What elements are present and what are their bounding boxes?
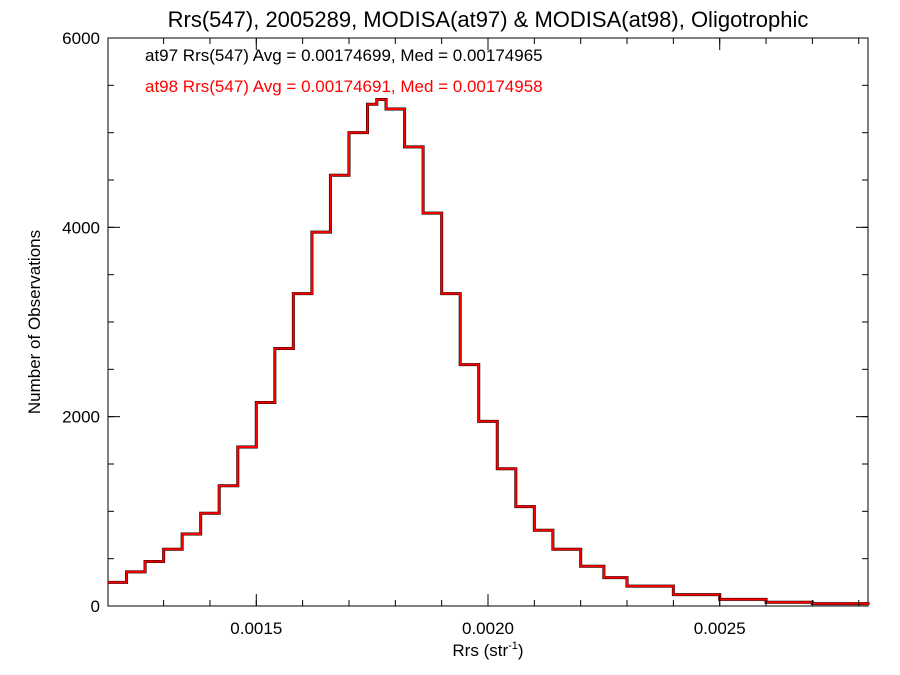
x-tick-label: 0.0015 [230, 619, 282, 638]
x-axis-label: Rrs (str-1) [452, 640, 523, 660]
y-axis: 0 2000 4000 6000 [62, 29, 868, 616]
y-tick-label: 0 [91, 597, 100, 616]
x-axis-label-main: Rrs (str [452, 641, 508, 660]
x-axis-label-superscript: -1 [508, 640, 518, 652]
y-tick-label: 2000 [62, 408, 100, 427]
series-layer [108, 98, 870, 606]
y-tick-label: 4000 [62, 218, 100, 237]
y-axis-label: Number of Observations [25, 230, 44, 414]
x-axis: 0.0015 0.0020 0.0025 [163, 38, 860, 638]
x-axis-label-close: ) [518, 641, 524, 660]
series-line-at98 [108, 98, 869, 606]
x-tick-label: 0.0025 [694, 619, 746, 638]
legend-entry-at98: at98 Rrs(547) Avg = 0.00174691, Med = 0.… [145, 77, 543, 96]
x-tick-label: 0.0020 [462, 619, 514, 638]
chart-title: Rrs(547), 2005289, MODISA(at97) & MODISA… [168, 7, 809, 32]
y-tick-label: 6000 [62, 29, 100, 48]
legend-entry-at97: at97 Rrs(547) Avg = 0.00174699, Med = 0.… [145, 46, 543, 65]
